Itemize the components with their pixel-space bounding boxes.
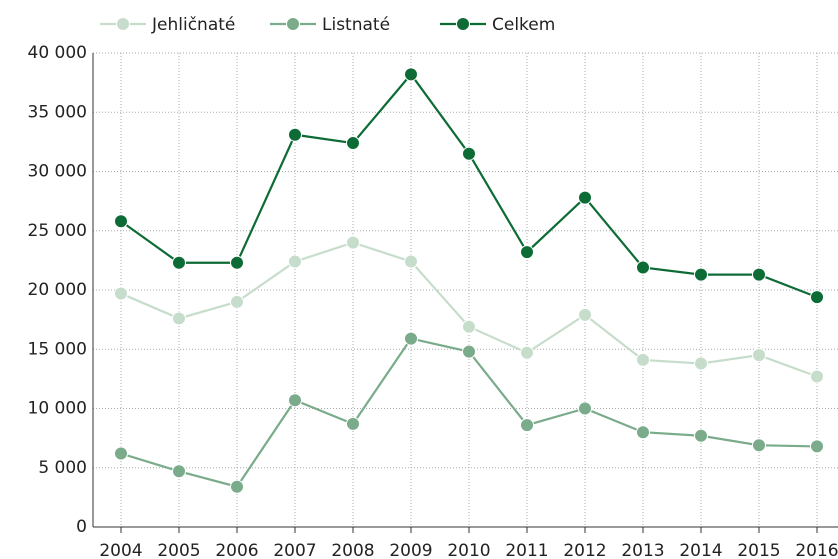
point bbox=[752, 267, 766, 282]
x-tick-label: 2014 bbox=[679, 541, 722, 559]
point bbox=[288, 127, 302, 142]
x-tick-label: 2005 bbox=[157, 541, 200, 559]
x-tick-label: 2012 bbox=[563, 541, 606, 559]
x-tick-label: 2013 bbox=[621, 541, 664, 559]
y-tick-label: 15 000 bbox=[28, 339, 87, 359]
point bbox=[462, 319, 476, 334]
x-tick-label: 2008 bbox=[331, 541, 374, 559]
x-tick-label: 2011 bbox=[505, 541, 548, 559]
point bbox=[520, 245, 534, 260]
point bbox=[404, 67, 418, 82]
point bbox=[810, 290, 824, 305]
point bbox=[636, 260, 650, 275]
point bbox=[172, 311, 186, 326]
point bbox=[694, 428, 708, 443]
point bbox=[520, 345, 534, 360]
legend-label: Listnaté bbox=[322, 15, 390, 35]
y-tick-label: 30 000 bbox=[28, 162, 87, 182]
point bbox=[520, 418, 534, 433]
x-tick-label: 2015 bbox=[737, 541, 780, 559]
point bbox=[288, 254, 302, 269]
point bbox=[636, 425, 650, 440]
point bbox=[346, 136, 360, 151]
x-tick-label: 2004 bbox=[99, 541, 142, 559]
point bbox=[172, 255, 186, 270]
legend-marker bbox=[116, 17, 130, 31]
point bbox=[230, 294, 244, 309]
point bbox=[578, 401, 592, 416]
legend-marker bbox=[456, 17, 470, 31]
point bbox=[404, 254, 418, 269]
point bbox=[230, 255, 244, 270]
y-tick-label: 10 000 bbox=[28, 399, 87, 419]
point bbox=[810, 439, 824, 454]
legend-marker bbox=[286, 17, 300, 31]
x-tick-label: 2006 bbox=[215, 541, 258, 559]
point bbox=[172, 464, 186, 479]
x-tick-label: 2007 bbox=[273, 541, 316, 559]
point bbox=[578, 190, 592, 205]
point bbox=[114, 214, 128, 229]
point bbox=[288, 393, 302, 408]
y-tick-label: 0 bbox=[76, 517, 87, 537]
point bbox=[752, 438, 766, 453]
y-tick-label: 40 000 bbox=[28, 43, 87, 63]
point bbox=[114, 286, 128, 301]
y-tick-label: 5 000 bbox=[38, 458, 87, 478]
point bbox=[636, 352, 650, 367]
point bbox=[578, 307, 592, 322]
point bbox=[462, 146, 476, 161]
point bbox=[462, 344, 476, 359]
x-tick-label: 2010 bbox=[447, 541, 490, 559]
legend-label: Celkem bbox=[492, 15, 555, 35]
point bbox=[694, 267, 708, 282]
point bbox=[694, 356, 708, 371]
legend-label: Jehličnaté bbox=[151, 15, 235, 35]
point bbox=[230, 479, 244, 494]
point bbox=[114, 446, 128, 461]
y-tick-label: 25 000 bbox=[28, 221, 87, 241]
y-tick-label: 20 000 bbox=[28, 280, 87, 300]
point bbox=[810, 369, 824, 384]
point bbox=[404, 331, 418, 346]
point bbox=[346, 235, 360, 250]
x-tick-label: 2016 bbox=[795, 541, 838, 559]
x-tick-label: 2009 bbox=[389, 541, 432, 559]
point bbox=[752, 348, 766, 363]
y-tick-label: 35 000 bbox=[28, 102, 87, 122]
point bbox=[346, 416, 360, 431]
